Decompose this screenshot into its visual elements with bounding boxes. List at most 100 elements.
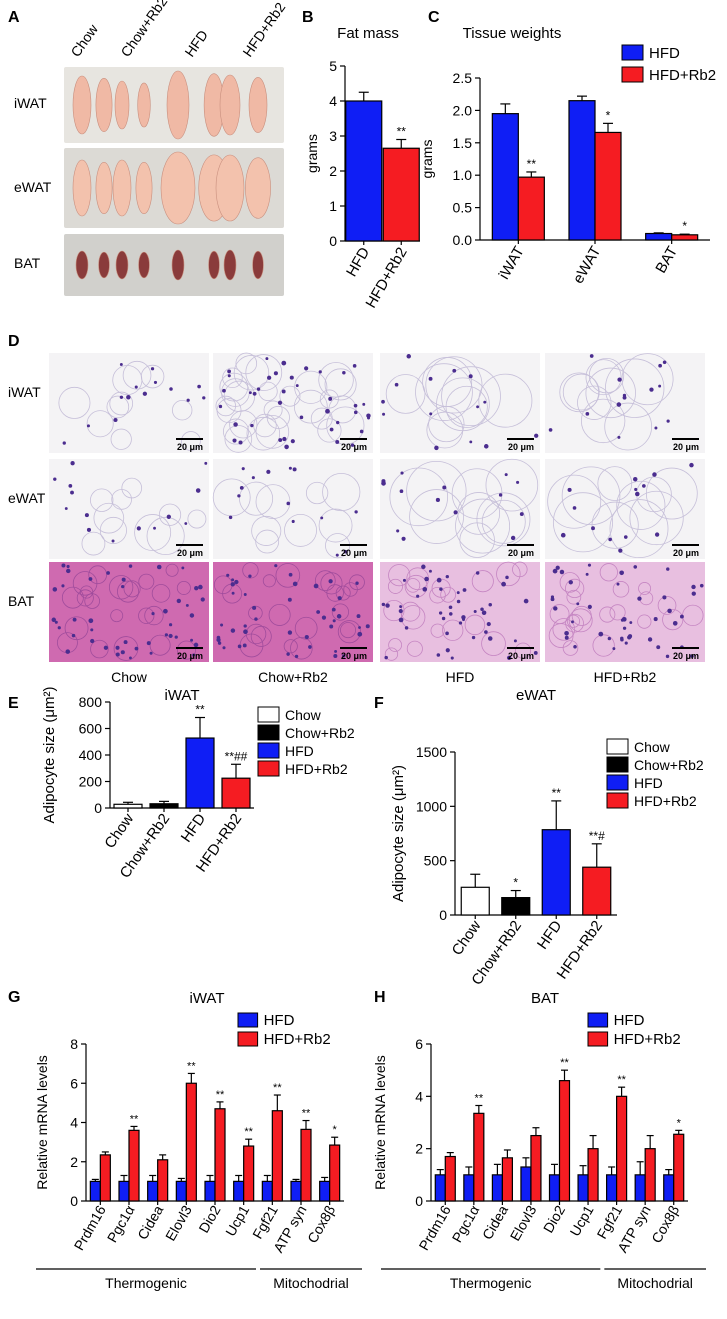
cell-outline [215, 395, 236, 417]
nucleus [656, 645, 661, 650]
nucleus [450, 656, 454, 660]
cell-outline [112, 365, 143, 396]
y-tick-label: 6 [415, 1036, 423, 1052]
nucleus [571, 620, 574, 624]
nucleus [51, 617, 56, 622]
nucleus [653, 617, 658, 622]
cell-outline [485, 458, 539, 512]
nucleus [608, 537, 612, 542]
bar-chow [460, 886, 490, 916]
nucleus [70, 461, 75, 466]
nucleus [200, 597, 205, 602]
nucleus [90, 628, 94, 632]
cell-outline [637, 614, 652, 629]
x-tick-label-prdm16: Prdm16 [71, 1202, 109, 1253]
x-tick-label-pgc1: Pgc1α [449, 1203, 483, 1246]
cell-outline [324, 368, 357, 401]
nucleus [325, 408, 330, 414]
nucleus [350, 443, 355, 447]
bar-hfd-rb2-cidea [157, 1159, 169, 1202]
significance-marker: ** [527, 157, 537, 171]
nucleus [404, 626, 409, 630]
legend-swatch-hfd [257, 742, 280, 759]
tissue-specimen [135, 161, 153, 215]
nucleus [591, 526, 595, 531]
nucleus [151, 612, 155, 616]
bar-hfd-dio2 [204, 1180, 216, 1202]
nucleus [286, 652, 290, 656]
nucleus [333, 653, 338, 659]
nucleus [111, 539, 115, 543]
nucleus [587, 563, 592, 567]
bar-chow [113, 803, 143, 809]
group-label-mitochodrial: Mitochodrial [273, 1275, 348, 1291]
nucleus [239, 486, 244, 490]
nucleus [634, 487, 638, 491]
histology-image-ewat-chow: 20 μm [49, 459, 209, 559]
nucleus [328, 396, 333, 401]
histology-image-bat-hfd-rb2: 20 μm [545, 562, 705, 662]
nucleus [299, 415, 304, 420]
y-tick-label: 0 [439, 907, 447, 923]
bar-hfd [541, 829, 571, 916]
nucleus [381, 602, 386, 607]
bar-hfd-atp-syn [290, 1180, 302, 1202]
cell-outline [294, 370, 328, 404]
nucleus [598, 631, 604, 637]
nucleus [654, 532, 660, 537]
legend-label-chow-rb2: Chow+Rb2 [634, 757, 704, 773]
group-label-chow-rb2: Chow+Rb2 [117, 0, 170, 60]
nucleus [406, 354, 411, 359]
cell-outline [268, 604, 291, 626]
cell-outline [585, 367, 636, 419]
scale-bar-label: 20 μm [508, 548, 534, 558]
cell-outline [81, 531, 106, 556]
cell-outline [290, 636, 313, 660]
column-label-chow-rb2: Chow+Rb2 [258, 669, 328, 685]
histology-background [49, 459, 209, 559]
nucleus [121, 577, 126, 582]
tissue-specimen [245, 157, 271, 219]
histology-background [213, 459, 373, 559]
nucleus [335, 553, 339, 557]
y-axis-label: Relative mRNA levels [34, 1055, 50, 1190]
nucleus [230, 628, 236, 633]
cell-outline [310, 407, 333, 430]
bar-hfd-cidea [147, 1180, 159, 1202]
nucleus [400, 471, 404, 475]
cell-outline [229, 410, 258, 439]
scale-bar-label: 20 μm [673, 651, 699, 661]
tissue-specimen [115, 250, 129, 280]
cell-outline [430, 623, 445, 638]
nucleus [617, 377, 622, 382]
nucleus [481, 610, 487, 615]
cell-outline [250, 625, 272, 647]
nucleus [267, 375, 272, 380]
nucleus [218, 404, 223, 409]
nucleus [572, 506, 577, 510]
nucleus [290, 439, 295, 444]
significance-marker: ** [302, 1108, 311, 1120]
scale-bar-label: 20 μm [673, 442, 699, 452]
nucleus [230, 582, 235, 587]
nucleus [194, 586, 199, 591]
nucleus [281, 360, 287, 366]
histology-image-iwat-hfd-rb2: 20 μm [545, 353, 705, 453]
bar-hfd-dio2 [548, 1174, 561, 1202]
nucleus [585, 411, 590, 416]
cell-outline [253, 413, 277, 438]
nucleus [553, 606, 558, 611]
cell-outline [566, 614, 581, 628]
nucleus [666, 419, 670, 423]
cell-outline [609, 604, 626, 621]
cell-outline [426, 411, 464, 449]
legend-swatch-chow [606, 738, 629, 755]
tissue-specimen [166, 70, 190, 140]
tissue-specimen [137, 82, 151, 128]
nucleus [252, 391, 257, 396]
nucleus [616, 582, 620, 586]
cell-outline [123, 580, 141, 598]
tissue-specimen [95, 161, 113, 215]
y-tick-label: 2 [70, 1154, 78, 1170]
